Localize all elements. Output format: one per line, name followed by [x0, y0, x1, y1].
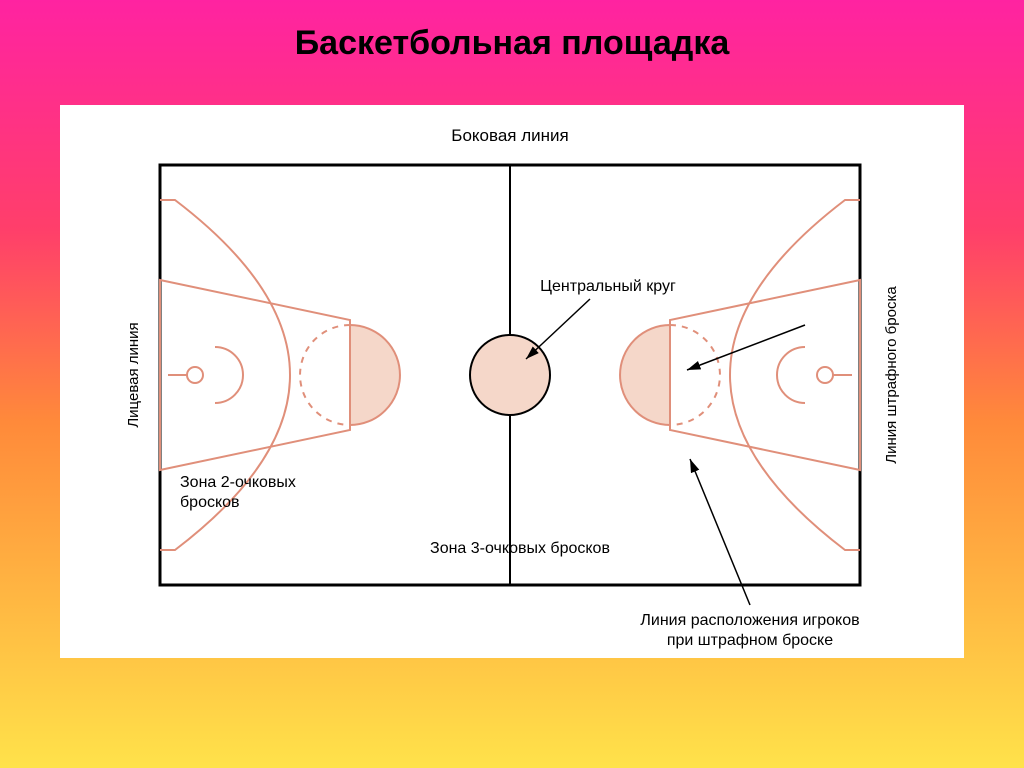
label-sideline: Боковая линия	[451, 126, 568, 145]
label-zone-3pt: Зона 3-очковых бросков	[430, 540, 610, 557]
label-free-throw-line: Линия штрафного броска	[883, 286, 900, 464]
label-ft-players-line: Линия расположения игроков	[640, 612, 859, 629]
basketball-court-diagram: Боковая линия Лицевая линия Линия штрафног…	[60, 105, 964, 658]
page-title: Баскетбольная площадка	[0, 24, 1024, 63]
label-center-circle: Центральный круг	[540, 278, 676, 295]
slide-background: Баскетбольная площадка Боковая линия Лице…	[0, 0, 1024, 768]
diagram-panel: Боковая линия Лицевая линия Линия штрафног…	[60, 105, 964, 658]
svg-text:бросков: бросков	[180, 494, 240, 511]
svg-text:при штрафном броске: при штрафном броске	[667, 632, 833, 649]
label-baseline: Лицевая линия	[125, 322, 142, 427]
label-zone-2pt: Зона 2-очковых	[180, 474, 296, 491]
